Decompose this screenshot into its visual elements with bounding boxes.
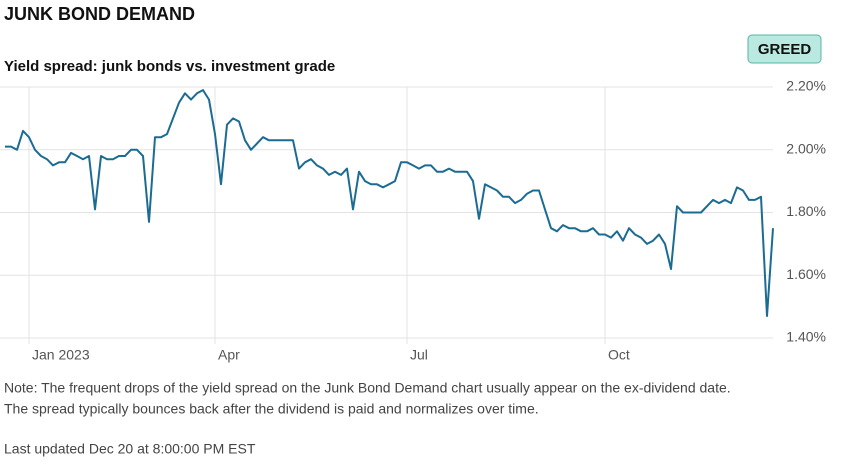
- chart-title: JUNK BOND DEMAND: [4, 4, 195, 24]
- note-line: Note: The frequent drops of the yield sp…: [4, 380, 731, 396]
- badge: GREED: [758, 41, 812, 58]
- y-tick-label: 2.20%: [786, 78, 826, 94]
- x-tick-label: Apr: [218, 347, 240, 363]
- x-tick-label: Jul: [410, 347, 428, 363]
- y-tick-label: 1.80%: [786, 203, 826, 219]
- note-line: The spread typically bounces back after …: [4, 401, 539, 417]
- x-tick-label: Oct: [608, 347, 630, 363]
- badge-box: [747, 34, 822, 64]
- x-tick-label: Jan 2023: [32, 347, 90, 363]
- last-updated: Last updated Dec 20 at 8:00:00 PM EST: [4, 441, 256, 457]
- y-tick-label: 2.00%: [786, 140, 826, 156]
- y-tick-label: 1.40%: [786, 329, 826, 345]
- line: [5, 89, 774, 317]
- y-tick-label: 1.60%: [786, 266, 826, 282]
- chart-subtitle: Yield spread: junk bonds vs. investment …: [4, 58, 335, 75]
